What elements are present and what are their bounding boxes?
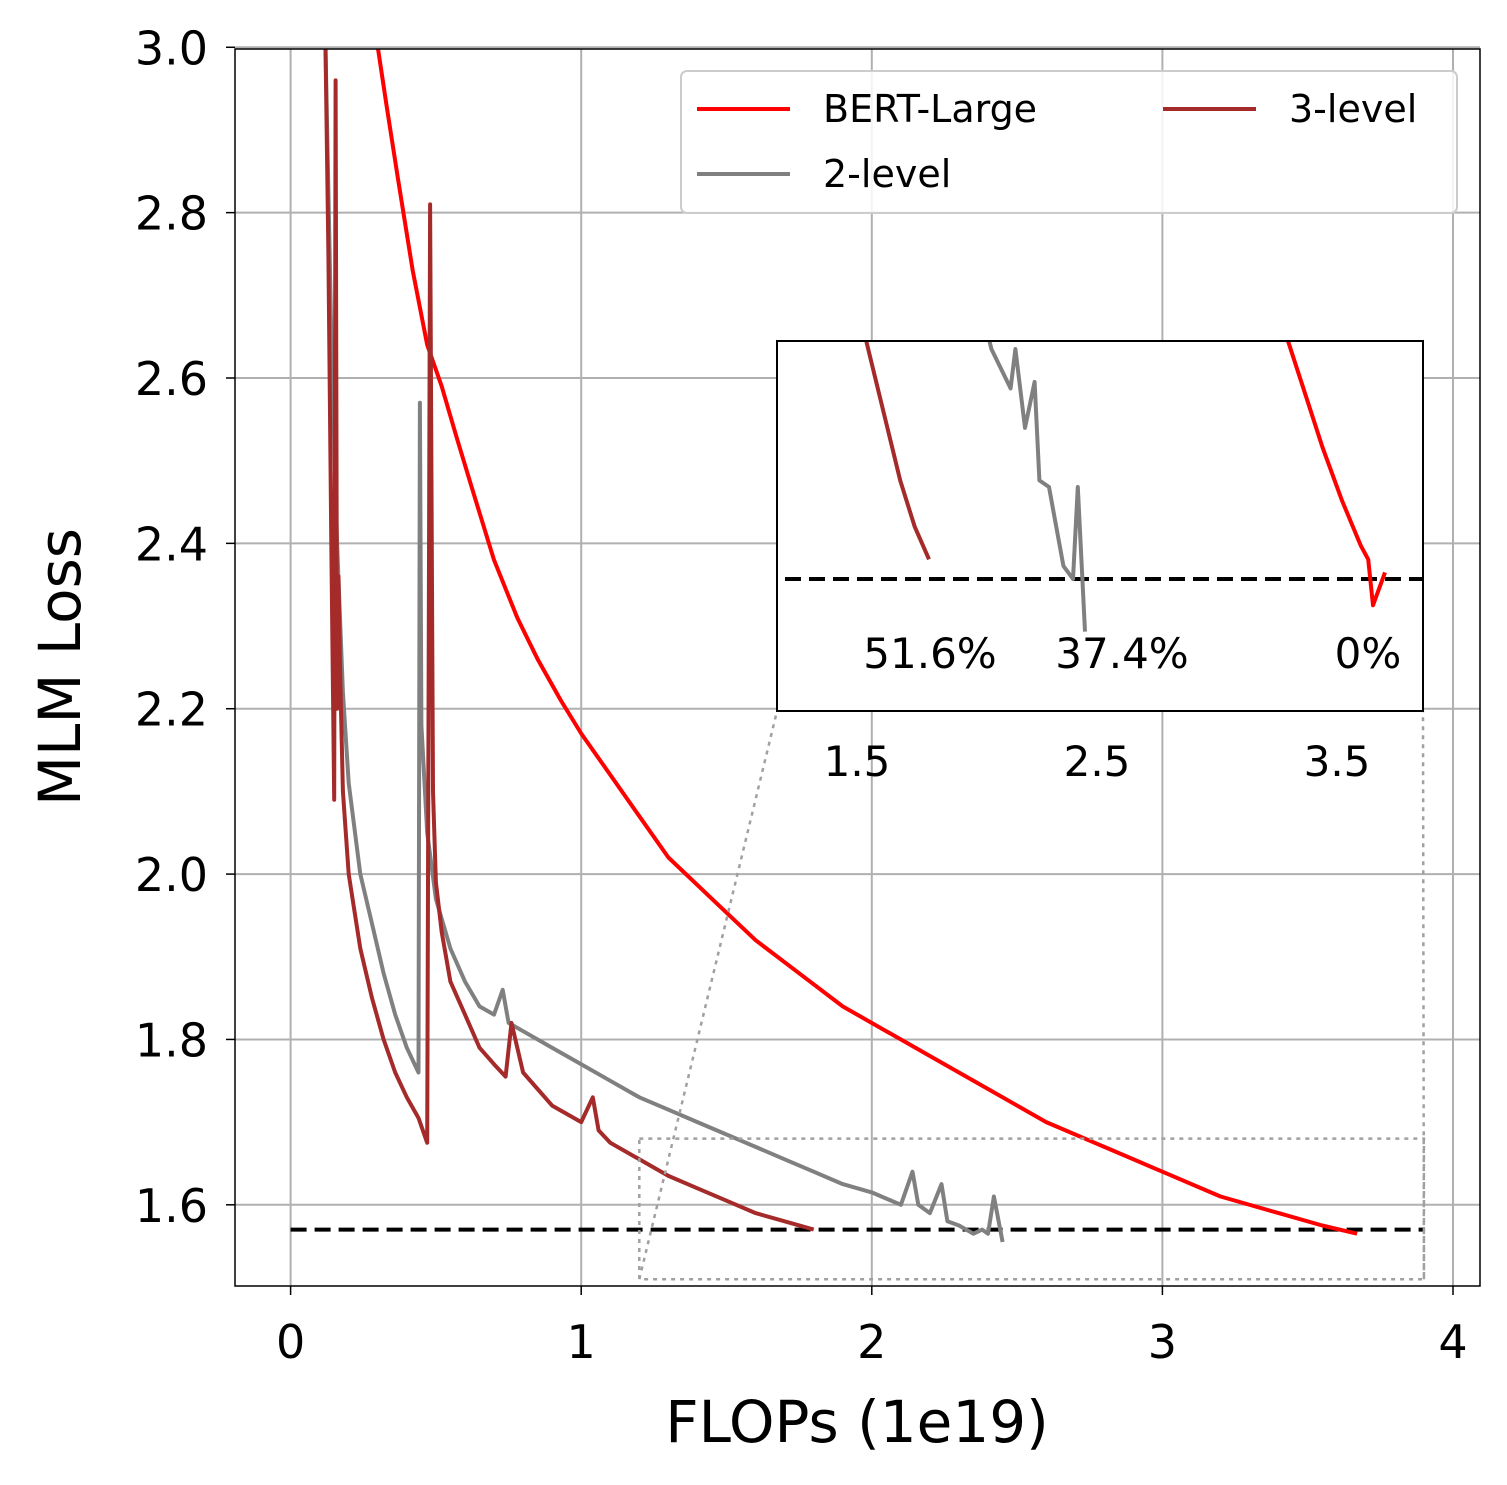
legend-label-2-level: 2-level — [823, 152, 951, 196]
inset-annotation-3-level: 51.6% — [863, 629, 996, 678]
y-tick-label: 1.6 — [135, 1179, 208, 1233]
x-tick-label: 1 — [567, 1315, 596, 1369]
x-axis-label: FLOPs (1e19) — [665, 1388, 1049, 1456]
x-tick-label: 2 — [857, 1315, 886, 1369]
legend-box — [680, 70, 1458, 214]
y-tick-label: 2.8 — [135, 187, 208, 241]
zoom-connector — [638, 710, 779, 1280]
inset-series-lines — [785, 341, 1423, 632]
inset-series-line-2-level — [987, 341, 1087, 632]
x-tick-label: 3 — [1148, 1315, 1177, 1369]
y-tick-label: 2.2 — [135, 683, 208, 737]
inset-x-tick-label: 1.5 — [824, 737, 891, 786]
inset-frame — [776, 340, 1424, 712]
inset-series-line-bert-large — [1285, 341, 1387, 608]
zoom-region-box — [638, 1137, 1426, 1281]
main-series-lines — [290, 49, 1424, 1243]
series-line-2-level — [323, 49, 1005, 1243]
y-tick-label: 2.4 — [135, 517, 208, 571]
y-axis-label: MLM Loss — [26, 528, 94, 806]
x-tick-label: 0 — [276, 1315, 305, 1369]
inset-series-line-3-level — [864, 341, 931, 561]
y-tick-label: 2.0 — [135, 848, 208, 902]
inset-x-tick-label: 2.5 — [1064, 737, 1131, 786]
axis-ticks: 0 1 2 3 4 1.6 1.8 2.0 2.2 2.4 2.6 2.8 3.0 — [135, 21, 1468, 1369]
inset-annotation-bert-large: 0% — [1335, 629, 1402, 678]
y-tick-label: 3.0 — [135, 21, 208, 75]
legend-label-3-level: 3-level — [1289, 87, 1417, 131]
x-tick-label: 4 — [1438, 1315, 1467, 1369]
legend: BERT-Large 2-level 3-level — [680, 70, 1458, 214]
legend-label-bert-large: BERT-Large — [823, 87, 1037, 131]
y-tick-label: 1.8 — [135, 1013, 208, 1067]
y-tick-label: 2.6 — [135, 352, 208, 406]
inset-background — [777, 341, 1423, 711]
series-line-bert-large — [376, 49, 1358, 1236]
inset-zoom: 51.6% 37.4% 0% 1.5 2.5 3.5 — [776, 340, 1424, 786]
inset-annotation-2-level: 37.4% — [1055, 629, 1188, 678]
zoom-region — [638, 710, 1426, 1281]
plot-frame — [234, 48, 1481, 1287]
series-line-3-level — [323, 49, 815, 1232]
inset-x-tick-label: 3.5 — [1304, 737, 1371, 786]
inset-ticks: 1.5 2.5 3.5 — [824, 737, 1371, 786]
